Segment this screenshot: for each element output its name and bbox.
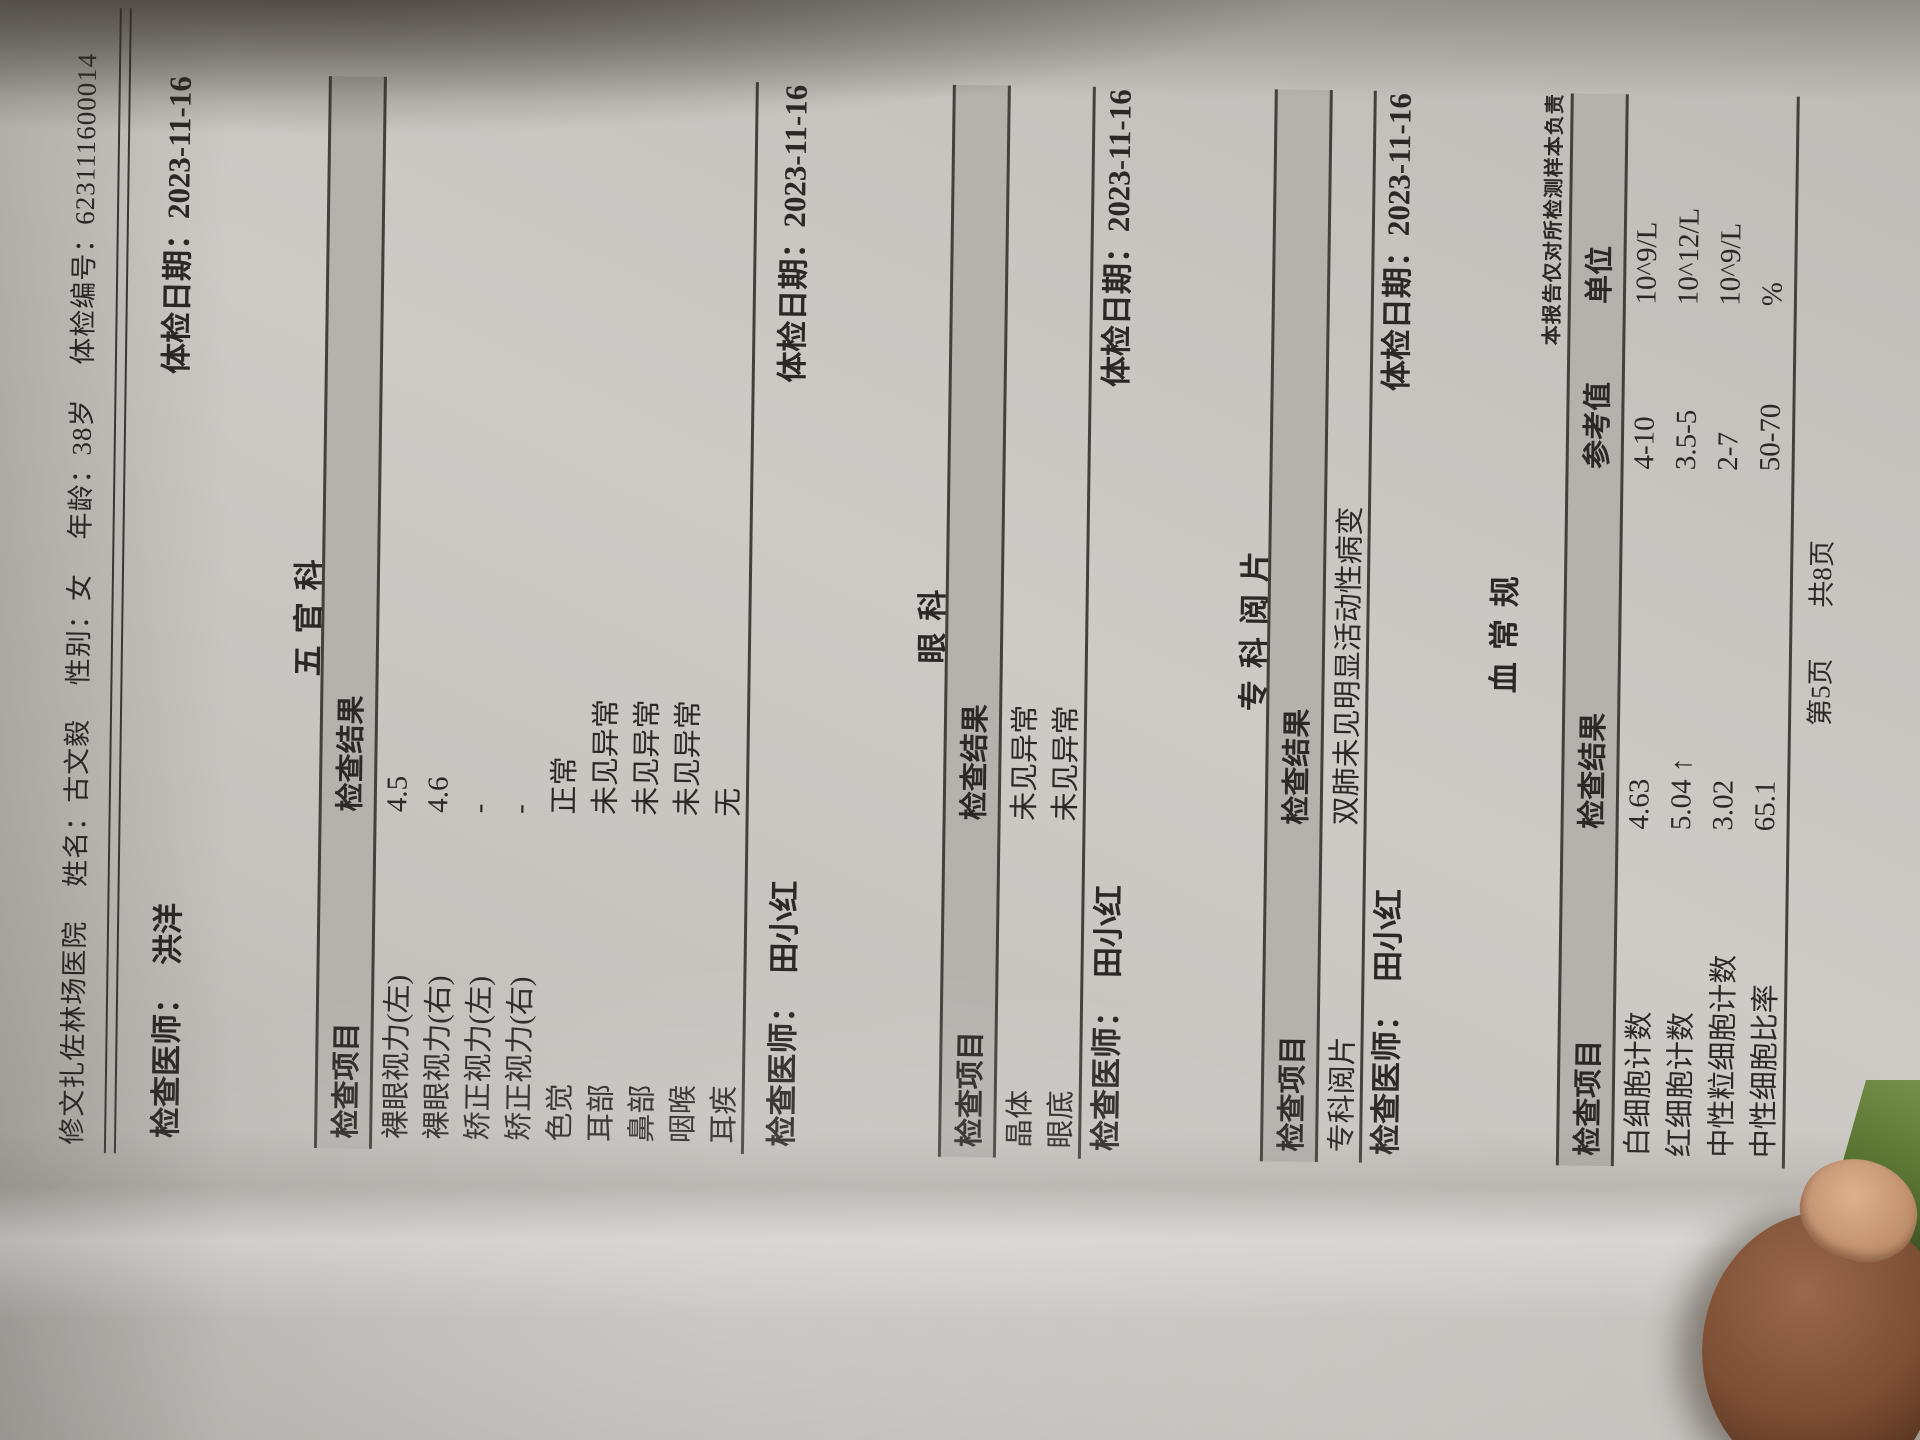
item-result: 双肺未见明显活动性病变 [1330, 506, 1367, 826]
item-label: 红细胞计数 [1663, 1011, 1698, 1158]
exam-date-label: 体检日期： [158, 218, 196, 375]
exam-date-value: 2023-11-16 [160, 75, 198, 220]
col-header-item: 检查项目 [954, 1030, 988, 1148]
item-reference: 2-7 [1712, 431, 1745, 471]
item-unit: 10^9/L [1714, 222, 1748, 306]
col-header-unit: 单位 [1583, 245, 1617, 305]
exam-date-label: 体检日期： [1378, 235, 1416, 392]
page-header: 修文扎佐林场医院 姓名：古文毅 性别：女 年龄：38岁 体检编号：6231116… [50, 4, 105, 1145]
signature-line-ent: 检查医师： 田小红 体检日期：2023-11-16 [756, 14, 814, 1154]
page-total: 共8页 [1806, 539, 1838, 608]
item-label: 矫正视力(左) [461, 975, 496, 1141]
exam-no-value: 623111600014 [69, 52, 103, 225]
col-header-item: 检查项目 [1571, 1039, 1606, 1157]
item-label: 白细胞计数 [1621, 1011, 1656, 1157]
item-label: 中性粒细胞计数 [1705, 954, 1741, 1158]
exam-date-value: 2023-11-16 [1100, 88, 1138, 233]
patient-name-label: 姓名： [60, 802, 92, 888]
item-label: 矫正视力(右) [502, 976, 537, 1142]
item-unit: 10^9/L [1630, 221, 1664, 305]
page-footer: 第5页 共8页 [1792, 97, 1846, 1169]
col-header-result: 检查结果 [958, 703, 993, 821]
doctor-label: 检查医师： [1087, 995, 1126, 1152]
ent-table: 检查项目 检查结果 裸眼视力(左) 4.5 裸眼视力(右) 4.6 矫正视力(左) -… [313, 76, 759, 1155]
section-title-blood: 血常规 [1486, 563, 1524, 694]
item-reference: 50-70 [1754, 403, 1787, 472]
item-label: 耳部 [584, 1083, 618, 1143]
item-result-high: 5.04 ↑ [1665, 757, 1699, 831]
col-header-item: 检查项目 [1276, 1035, 1310, 1152]
item-result: - [503, 803, 536, 815]
item-label: 鼻部 [625, 1084, 659, 1143]
item-unit: 10^12/L [1672, 207, 1706, 306]
item-label: 耳疾 [707, 1085, 741, 1144]
item-label: 咽喉 [666, 1084, 700, 1144]
item-result: 4.63 [1623, 778, 1656, 830]
exam-date-value: 2023-11-16 [1380, 92, 1418, 237]
doctor-name: 田小红 [766, 880, 803, 974]
item-label: 裸眼视力(左) [379, 974, 414, 1140]
exam-date-label: 体检日期： [774, 227, 812, 383]
doctor-label: 检查医师： [148, 982, 186, 1139]
signature-line-carryover: 检查医师： 洪洋 体检日期：2023-11-16 [140, 6, 198, 1146]
doctor-label: 检查医师： [1367, 999, 1406, 1156]
item-result: 未见异常 [1008, 704, 1042, 822]
exam-date-value: 2023-11-16 [776, 84, 814, 228]
item-result: 无 [712, 787, 745, 817]
doctor-name: 田小红 [1370, 888, 1407, 983]
item-label: 晶体 [1003, 1089, 1037, 1149]
item-label: 裸眼视力(右) [420, 975, 455, 1140]
exam-date-label: 体检日期： [1098, 231, 1136, 388]
item-label: 专科阅片 [1325, 1036, 1360, 1153]
col-header-reference: 参考值 [1581, 381, 1615, 470]
item-result: 4.6 [421, 776, 455, 813]
item-result: 未见异常 [630, 699, 664, 816]
doctor-name: 田小红 [1090, 884, 1127, 979]
gender-label: 性别： [63, 600, 95, 686]
age-value: 38岁 [66, 398, 98, 456]
item-result: 3.02 [1707, 779, 1740, 831]
item-label: 中性细胞比率 [1747, 984, 1783, 1159]
item-result: 未见异常 [671, 699, 705, 817]
doctor-name: 洪洋 [150, 902, 187, 966]
age-label: 年龄： [65, 455, 97, 540]
item-unit: % [1756, 281, 1789, 307]
item-result: 正常 [548, 756, 581, 815]
col-header-result: 检查结果 [1576, 712, 1611, 830]
item-reference: 3.5-5 [1670, 409, 1703, 471]
item-result: 未见异常 [589, 698, 623, 816]
item-result: 未见异常 [1049, 705, 1083, 822]
item-label: 色觉 [543, 1083, 577, 1142]
hospital-name: 修文扎佐林场医院 [56, 920, 91, 1145]
gender-value: 女 [64, 572, 95, 602]
eye-table: 检查项目 检查结果 晶体 未见异常 眼底 未见异常 [937, 84, 1096, 1159]
item-label: 眼底 [1044, 1090, 1078, 1149]
item-result: 65.1 [1749, 780, 1782, 832]
item-result: 4.5 [380, 775, 414, 813]
patient-name: 古文毅 [61, 718, 93, 804]
header-double-rule [103, 8, 132, 1154]
blood-table: 检查项目 检查结果 参考值 单位 白细胞计数 4.63 4-10 10^9/L … [1555, 93, 1800, 1169]
item-result: - [462, 803, 495, 814]
col-header-item: 检查项目 [330, 1022, 364, 1139]
col-header-result: 检查结果 [334, 695, 369, 812]
col-header-result: 检查结果 [1280, 708, 1315, 825]
radiology-table: 检查项目 检查结果 专科阅片 双肺未见明显活动性病变 [1259, 89, 1377, 1163]
doctor-label: 检查医师： [764, 991, 802, 1147]
item-reference: 4-10 [1628, 416, 1661, 470]
exam-no-label: 体检编号： [67, 224, 100, 365]
page-number: 第5页 [1805, 658, 1836, 727]
